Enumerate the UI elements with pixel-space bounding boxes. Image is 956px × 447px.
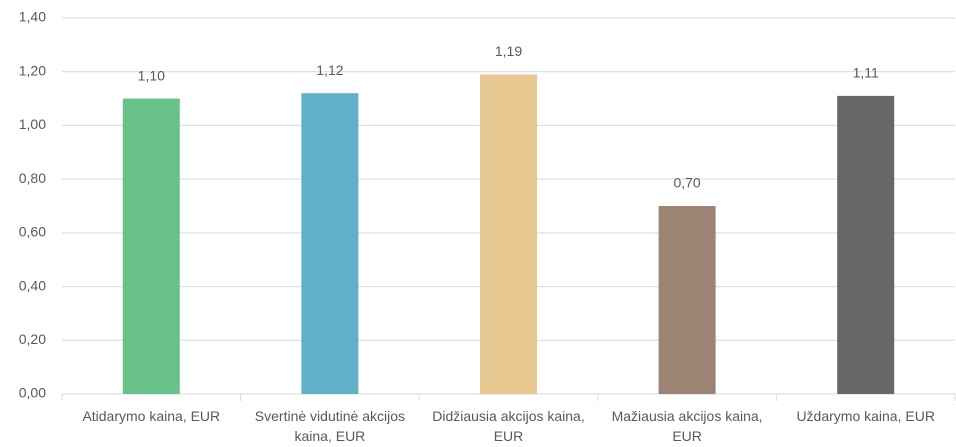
- x-tick-label: Uždarymo kaina, EUR: [796, 408, 935, 424]
- x-tick-label: Mažiausia akcijos kaina, EUR: [611, 408, 763, 444]
- x-tick-label: Atidarymo kaina, EUR: [82, 408, 221, 424]
- bar: [837, 95, 895, 394]
- y-tick-label: 0,00: [19, 385, 46, 401]
- bar: [480, 74, 537, 395]
- y-tick-label: 1,40: [19, 9, 46, 25]
- y-tick-label: 0,60: [19, 224, 46, 240]
- bar: [301, 93, 359, 394]
- data-label: 1,12: [316, 62, 343, 78]
- y-tick-label: 0,20: [19, 331, 46, 347]
- bar: [658, 206, 716, 394]
- y-tick-label: 0,80: [19, 170, 46, 186]
- y-tick-label: 1,00: [19, 116, 46, 132]
- data-label: 1,10: [138, 67, 165, 83]
- data-label: 1,11: [853, 65, 879, 81]
- y-tick-label: 0,40: [19, 277, 46, 293]
- y-tick-label: 1,20: [19, 62, 46, 78]
- x-tick-label: Didžiausia akcijos kaina, EUR: [432, 408, 585, 444]
- data-label: 1,19: [495, 43, 522, 59]
- bar: [122, 98, 180, 395]
- x-tick-label: Svertinė vidutinė akcijos kaina, EUR: [254, 408, 405, 444]
- data-label: 0,70: [673, 175, 700, 191]
